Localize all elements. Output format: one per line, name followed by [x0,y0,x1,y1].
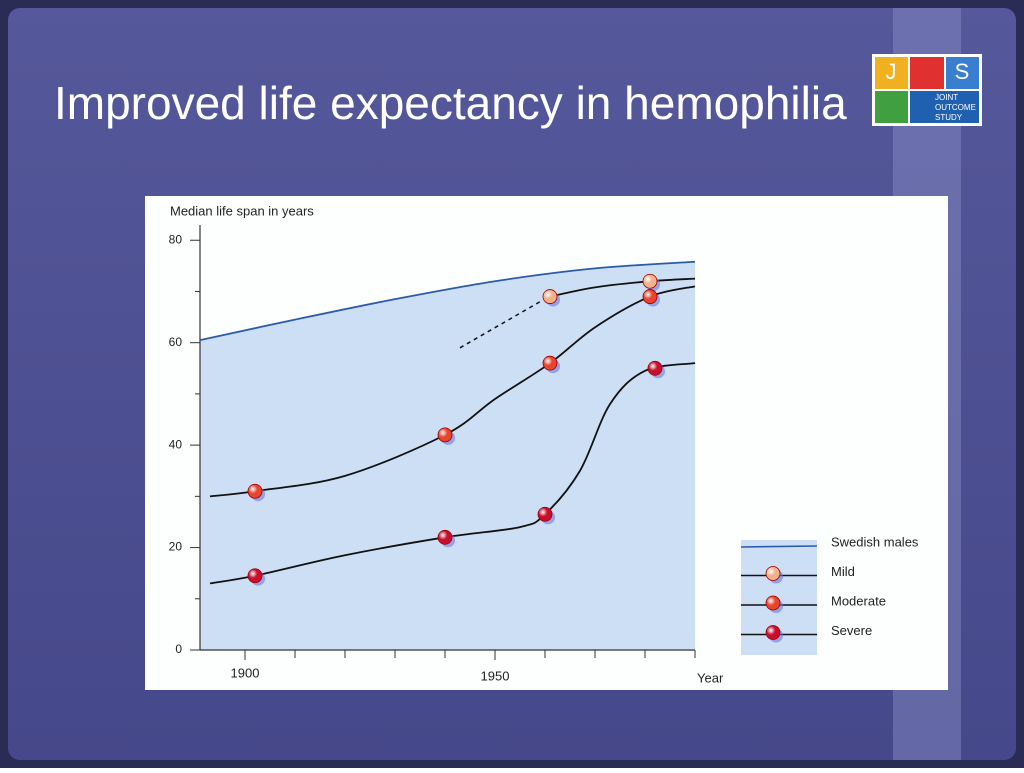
slide-title: Improved life expectancy in hemophilia [54,77,847,129]
line [209,362,696,585]
logo-tile [946,57,979,89]
line [549,277,696,298]
legend-label: Swedish males [831,534,919,549]
logo-tile [875,57,908,89]
x-axis-label: Year [697,670,724,685]
legend-label: Moderate [831,593,886,608]
x-tick-label: 1950 [481,668,510,683]
area [200,261,695,650]
marker-shine [766,625,780,640]
logo-letter: J [886,59,897,84]
logo-text: JOINT [935,93,958,102]
marker-shine [766,566,780,581]
plot: 0 20 40 60 80 1900 1950 Median life span in yea… [169,203,919,685]
logo-tile [910,57,944,89]
marker-shine [538,507,552,522]
marker-shine [766,596,780,610]
marker-shine [543,289,557,304]
y-axis-label: Median life span in years [170,203,314,218]
line [199,260,696,342]
y-tick-label: 80 [169,232,183,246]
marker-shine [438,427,452,442]
marker-shine [438,530,452,545]
y-tick-label: 20 [169,540,183,554]
legend-line [740,545,818,548]
logo: J S JOINT OUTCOME STUDY [872,54,982,126]
marker-shine [643,289,657,304]
y-tick-label: 60 [169,335,183,349]
logo-text: OUTCOME [935,103,976,112]
y-tick-label: 40 [169,437,183,451]
logo-tile [875,91,908,123]
logo-letter: S [955,59,970,84]
logo-tile [910,91,979,123]
legend-label: Severe [831,623,872,638]
legend-label: Mild [831,564,855,579]
marker-shine [248,568,262,583]
line [209,285,696,498]
marker-shine [248,484,262,499]
logo-text: STUDY [935,113,963,122]
marker-shine [543,356,557,371]
x-tick-label: 1900 [231,665,260,680]
y-tick-label: 0 [175,642,182,656]
marker-shine [648,361,662,376]
marker-shine [643,274,657,289]
